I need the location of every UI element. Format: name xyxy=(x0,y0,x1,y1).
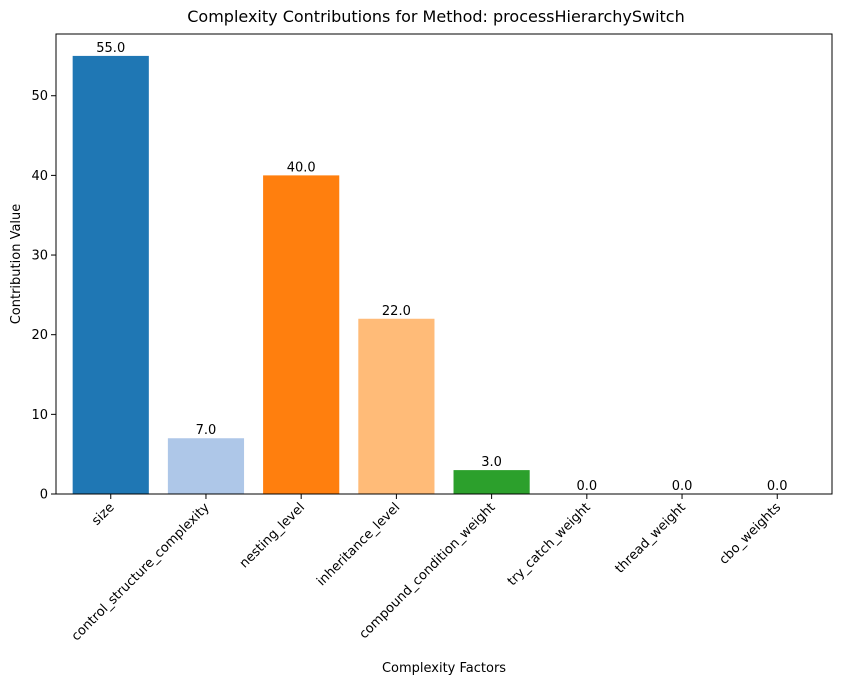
x-tick-label: size xyxy=(89,500,117,528)
x-tick-label: control_structure_complexity xyxy=(69,500,213,644)
x-tick-label: inheritance_level xyxy=(314,500,403,589)
x-tick-label: nesting_level xyxy=(237,500,308,571)
y-tick-label: 20 xyxy=(31,328,48,343)
data-label: 22.0 xyxy=(382,304,411,319)
x-tick-label: thread_weight xyxy=(613,500,689,576)
data-label: 0.0 xyxy=(672,479,693,494)
y-tick-label: 40 xyxy=(31,169,48,184)
data-label: 0.0 xyxy=(767,479,788,494)
x-tick-label: cbo_weights xyxy=(717,500,785,568)
bar xyxy=(453,470,530,494)
data-label: 3.0 xyxy=(481,455,502,470)
plot-frame xyxy=(55,33,833,495)
bar xyxy=(358,318,435,494)
bar xyxy=(167,438,245,494)
data-label: 55.0 xyxy=(96,41,125,56)
data-label: 7.0 xyxy=(196,423,217,438)
x-tick-label: try_catch_weight xyxy=(505,500,594,589)
y-tick-label: 50 xyxy=(31,89,48,104)
y-tick-label: 30 xyxy=(31,249,48,264)
data-label: 40.0 xyxy=(287,160,316,175)
chart-title: Complexity Contributions for Method: pro… xyxy=(187,7,685,26)
y-tick-label: 0 xyxy=(40,488,48,503)
y-tick-label: 10 xyxy=(31,408,48,423)
bar xyxy=(72,55,149,495)
y-axis-label: Contribution Value xyxy=(9,204,24,325)
data-label: 0.0 xyxy=(576,479,597,494)
x-axis-label: Complexity Factors xyxy=(382,661,506,676)
bar xyxy=(263,175,340,494)
plot-area: 55.0 7.0 40.0 22.0 3.0 0.0 0.0 0.0 0 10 20 30 40 50 si… xyxy=(31,33,833,644)
